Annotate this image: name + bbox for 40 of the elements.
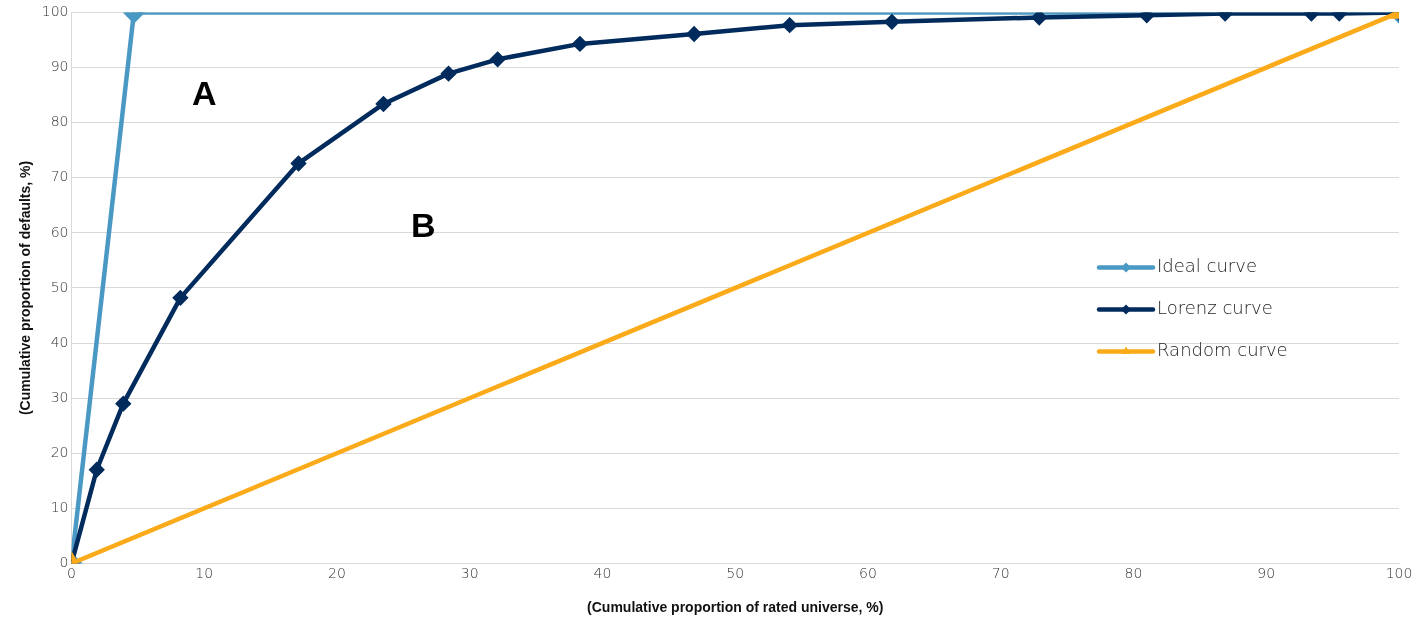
y-tick-label: 60 <box>50 223 69 240</box>
y-tick-label: 40 <box>50 333 69 350</box>
y-tick-label: 80 <box>50 113 69 130</box>
x-tick-label: 20 <box>328 565 346 582</box>
x-tick-label: 60 <box>859 565 877 582</box>
x-tick-label: 10 <box>195 565 214 582</box>
point <box>116 396 131 411</box>
x-tick-label: 100 <box>1385 565 1413 582</box>
x-tick-label: 30 <box>460 565 479 582</box>
point <box>686 26 702 42</box>
y-tick-label: 70 <box>50 168 69 185</box>
point <box>173 290 188 306</box>
y-tick-label: 10 <box>50 498 69 515</box>
y-tick-label: 50 <box>50 278 69 295</box>
point <box>490 52 505 67</box>
point <box>884 14 900 30</box>
x-tick-label: 90 <box>1257 565 1276 582</box>
y-tick-label: 100 <box>41 3 69 20</box>
x-tick-label: 80 <box>1124 565 1143 582</box>
x-axis-title: (Cumulative proportion of rated universe, %) <box>587 599 884 616</box>
y-tick-label: 20 <box>50 443 69 460</box>
annotation: B <box>411 205 436 244</box>
y-tick-label: 30 <box>50 388 69 405</box>
point <box>572 36 588 52</box>
y-tick-label: 0 <box>59 554 69 571</box>
point <box>89 462 104 477</box>
legend-label: Random curve <box>1157 339 1288 361</box>
point <box>441 66 456 81</box>
point <box>376 96 391 112</box>
point <box>1032 12 1047 25</box>
x-tick-label: 40 <box>593 565 612 582</box>
y-axis-title: (Cumulative proportion of defaults, %) <box>17 160 34 416</box>
x-tick-label: 70 <box>991 565 1010 582</box>
y-tick-label: 90 <box>50 58 69 75</box>
point <box>782 17 797 33</box>
legend-label: Ideal curve <box>1157 255 1257 277</box>
legend-label: Lorenz curve <box>1157 297 1273 319</box>
point <box>291 156 306 171</box>
annotation: A <box>191 73 217 112</box>
x-tick-label: 50 <box>726 565 745 582</box>
